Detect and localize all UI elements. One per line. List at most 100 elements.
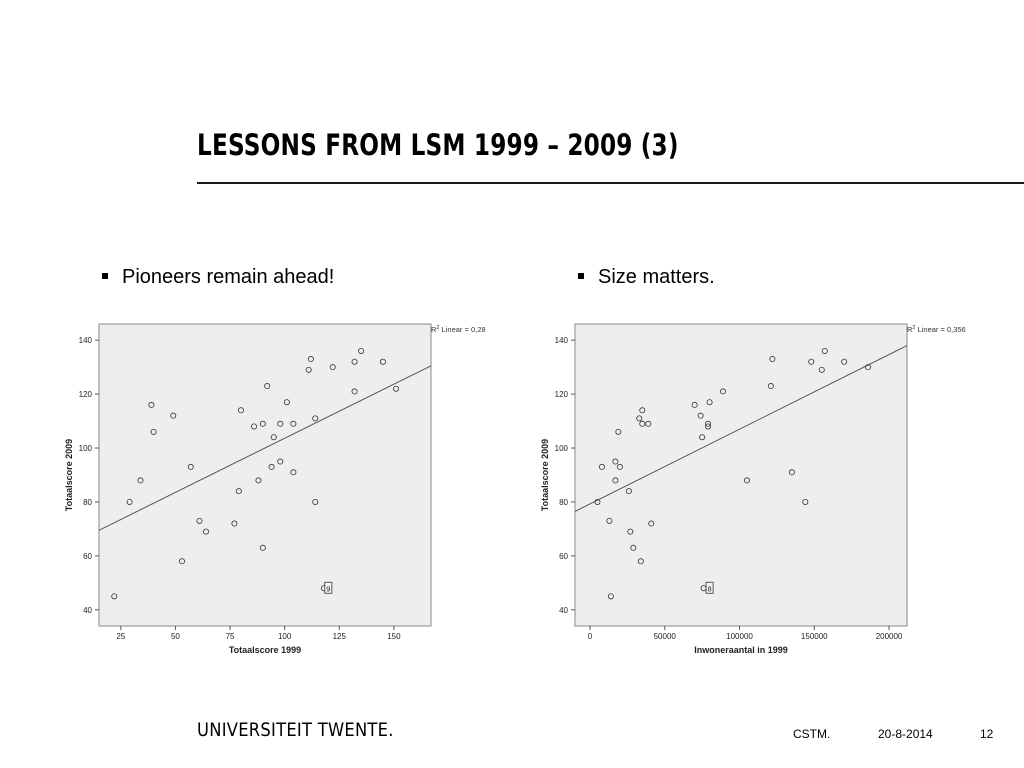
x-tick-label: 150000 [801,632,828,641]
footer-date: 20-8-2014 [878,727,933,741]
data-point [196,517,203,524]
data-point [612,477,619,484]
x-tick-label: 50000 [654,632,677,641]
data-point [312,498,319,505]
data-point [645,420,652,427]
x-axis-label: Totaalscore 1999 [229,645,301,655]
data-point [187,463,194,470]
data-point [329,364,336,371]
y-tick-label: 140 [79,336,93,345]
square-bullet-icon [102,272,108,279]
data-point [307,356,314,363]
outlier-label-box [705,581,714,594]
x-tick-label: 50 [171,632,180,641]
data-point [637,558,644,565]
data-point [769,356,776,363]
r-squared-label: R2 Linear = 0,28 [431,325,486,334]
scatter-chart-inwoneraantal: 40 60 80 100 120 140 0 50000 100000 150000 200000 8… [540,323,966,655]
footer-organisation: CSTM. [793,727,831,741]
data-point [268,463,275,470]
y-tick-label: 80 [83,498,92,507]
data-point [179,558,186,565]
data-point [606,517,613,524]
data-point [235,488,242,495]
data-point [616,463,623,470]
data-point [615,428,622,435]
data-point [264,383,271,390]
x-tick-label: 100000 [726,632,753,641]
data-point [767,383,774,390]
data-point [625,488,632,495]
page-number: 12 [980,727,994,741]
data-point [788,469,795,476]
data-point [379,358,386,365]
data-point [818,366,825,373]
data-point [290,469,297,476]
data-point [277,458,284,465]
data-point [743,477,750,484]
square-bullet-icon [578,272,584,279]
data-point [305,366,312,373]
data-point [237,407,244,414]
data-point [351,388,358,395]
x-tick-label: 125 [333,632,347,641]
data-point [312,415,319,422]
data-point [170,412,177,419]
data-point [705,420,712,427]
x-tick-label: 100 [278,632,292,641]
data-point [259,544,266,551]
r-squared-superscript: 2 [912,325,915,331]
fit-label: Linear = 0,356 [915,325,965,334]
r-squared-symbol: R [431,325,437,334]
outlier-label: 9 [326,584,330,593]
y-tick-label: 120 [79,390,93,399]
plot-area [98,323,432,627]
data-point [706,399,713,406]
r-squared-symbol: R [907,325,913,334]
data-point [203,528,210,535]
outlier-label: 8 [708,584,712,593]
bullet-pioneers: Pioneers remain ahead! [102,266,334,289]
data-point [699,434,706,441]
data-point [283,399,290,406]
y-tick-label: 60 [559,552,568,561]
data-point [821,347,828,354]
y-tick-label: 40 [83,606,92,615]
data-point [841,358,848,365]
regression-line [574,345,908,512]
bullet-text: Size matters. [598,266,715,288]
university-logo: UNIVERSITEIT TWENTE. [197,719,394,741]
data-point [150,428,157,435]
x-tick-label: 25 [116,632,125,641]
y-tick-label: 40 [559,606,568,615]
data-point [627,528,634,535]
data-point [393,385,400,392]
data-point [259,420,266,427]
plot-area [574,323,908,627]
data-point [137,477,144,484]
y-axis-label: Totaalscore 2009 [540,439,550,511]
data-point [865,364,872,371]
data-point [648,520,655,527]
data-point [351,358,358,365]
data-point [705,423,712,430]
data-point [231,520,238,527]
data-point [639,407,646,414]
x-axis-label: Inwoneraantal in 1999 [694,645,788,655]
y-tick-label: 100 [79,444,93,453]
data-point [126,498,133,505]
data-point [277,420,284,427]
data-point [358,347,365,354]
x-tick-label: 75 [226,632,235,641]
y-tick-label: 100 [555,444,569,453]
x-tick-label: 0 [588,632,593,641]
data-point [636,415,643,422]
data-point [598,463,605,470]
data-point [630,544,637,551]
bullet-size: Size matters. [578,266,715,289]
data-point [594,498,601,505]
data-point [270,434,277,441]
data-point [111,593,118,600]
data-point [290,420,297,427]
r-squared-superscript: 2 [436,325,439,331]
